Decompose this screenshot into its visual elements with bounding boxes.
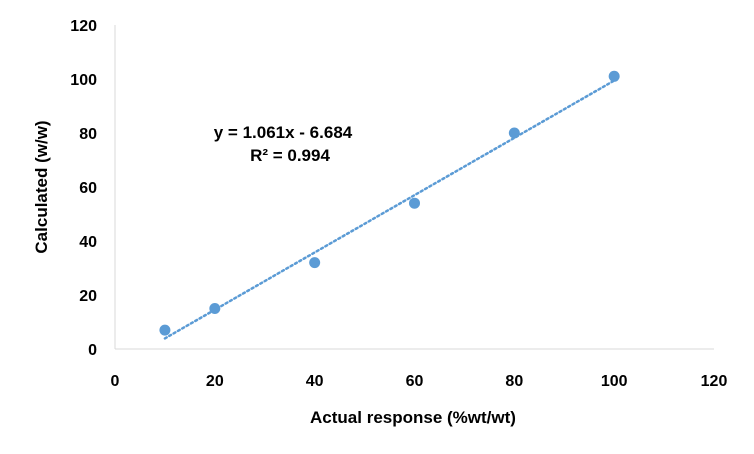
y-axis-title: Calculated (w/w) — [32, 120, 51, 253]
x-tick-label: 0 — [111, 373, 120, 390]
data-points — [159, 70, 620, 336]
data-point — [159, 324, 171, 336]
trendline — [163, 79, 616, 340]
x-tick-label: 80 — [505, 373, 523, 390]
data-point — [209, 303, 221, 314]
x-tick-labels: 0 20 40 60 80 100 120 — [111, 373, 728, 390]
y-tick-label: 120 — [70, 18, 97, 35]
x-tick-label: 120 — [701, 373, 728, 390]
y-tick-label: 20 — [79, 288, 97, 305]
data-point — [508, 127, 520, 139]
x-tick-label: 60 — [406, 373, 424, 390]
data-point — [309, 257, 321, 269]
y-tick-label: 80 — [79, 126, 97, 143]
y-tick-label: 40 — [79, 234, 97, 251]
data-point — [409, 197, 420, 209]
x-tick-label: 100 — [601, 373, 628, 390]
trendline-r-squared: R² = 0.994 — [250, 146, 330, 165]
y-tick-label: 0 — [88, 342, 97, 359]
axes — [114, 25, 714, 350]
y-tick-label: 60 — [79, 180, 97, 197]
data-point — [608, 70, 620, 82]
x-axis-title: Actual response (%wt/wt) — [310, 408, 516, 427]
y-tick-labels: 0 20 40 60 80 100 120 — [70, 18, 97, 359]
trendline-equation: y = 1.061x - 6.684 — [214, 123, 353, 142]
x-tick-label: 40 — [306, 373, 324, 390]
y-tick-label: 100 — [70, 72, 97, 89]
x-tick-label: 20 — [206, 373, 224, 390]
